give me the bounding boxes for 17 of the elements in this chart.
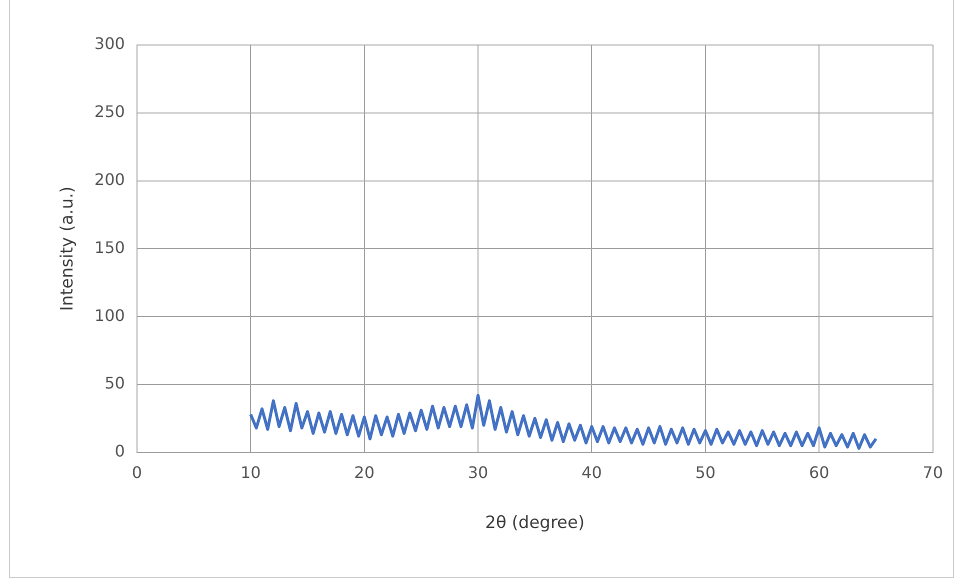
y-tick-label: 300: [94, 34, 125, 54]
x-tick-label: 30: [468, 463, 488, 482]
y-tick-label: 200: [94, 170, 125, 189]
y-axis-title: Intensity (a.u.): [58, 186, 78, 312]
x-tick-label: 10: [240, 463, 261, 482]
y-tick-label: 150: [94, 238, 125, 257]
x-axis-title: 2θ (degree): [485, 513, 585, 534]
x-tick-label: 50: [695, 463, 716, 482]
y-tick-label: 250: [94, 102, 125, 122]
y-tick-label: 0: [114, 442, 125, 461]
x-tick-label: 70: [922, 463, 943, 482]
y-tick-label: 50: [104, 374, 125, 393]
y-tick-label: 100: [94, 306, 125, 325]
x-tick-label: 20: [354, 463, 375, 482]
x-tick-label: 0: [132, 463, 142, 482]
x-tick-label: 40: [582, 463, 602, 482]
x-tick-label: 60: [808, 463, 830, 482]
